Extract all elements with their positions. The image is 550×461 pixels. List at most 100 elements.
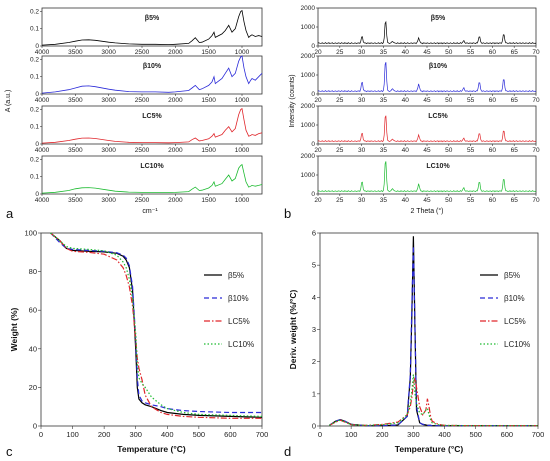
xrd-beta10pct-xtick-label: 70 xyxy=(532,97,540,104)
dtg-xtick-label: 400 xyxy=(438,430,451,439)
xrd-beta10pct-ytick-label: 1000 xyxy=(301,72,316,79)
dtg-ytick-label: 3 xyxy=(312,325,316,334)
dtg-legend-label-lc10pct: LC10% xyxy=(504,340,530,349)
xrd-lc10pct-xtick-label: 60 xyxy=(489,197,497,204)
xrd-beta5pct-xtick-label: 45 xyxy=(423,49,431,56)
ftir-beta10pct-xtick-label: 2500 xyxy=(135,97,150,104)
xrd-lc10pct-xtick-label: 20 xyxy=(314,197,322,204)
dtg-ytick-label: 5 xyxy=(312,261,316,270)
dtg-frame xyxy=(319,232,539,427)
tga-y-axis-title: Weight (%) xyxy=(9,307,19,351)
xrd-beta10pct-frame xyxy=(317,55,537,95)
ftir-beta5pct-ytick-label: 0.2 xyxy=(30,8,39,15)
xrd-lc5pct-label: LC5% xyxy=(428,113,448,120)
xrd-lc10pct-xtick-label: 35 xyxy=(380,197,388,204)
ftir-lc5pct-label: LC5% xyxy=(142,113,162,120)
xrd-lc5pct-xtick-label: 30 xyxy=(358,147,366,154)
ftir-lc5pct-ytick-label: 0 xyxy=(35,141,39,148)
tga-xtick-label: 400 xyxy=(161,430,174,439)
ftir-x-axis-title: cm⁻¹ xyxy=(142,208,158,215)
ftir-beta5pct-ytick-label: 0.1 xyxy=(30,26,39,33)
dtg-x-axis-title: Temperature (°C) xyxy=(395,444,464,454)
ftir-lc10pct-ytick-label: 0.1 xyxy=(30,174,39,181)
ftir-lc5pct-xtick-label: 4000 xyxy=(35,147,50,154)
ftir-beta5pct-xtick-label: 2000 xyxy=(168,49,183,56)
xrd-lc10pct-xtick-label: 45 xyxy=(423,197,431,204)
ftir-lc5pct-frame xyxy=(41,105,263,145)
dtg-ytick-label: 2 xyxy=(312,357,316,366)
tga-legend-label-lc10pct: LC10% xyxy=(228,340,254,349)
xrd-lc10pct-line xyxy=(317,161,537,193)
tga-ytick-label: 40 xyxy=(29,344,37,353)
ftir-lc10pct-ytick-label: 0.2 xyxy=(30,156,39,163)
ftir-beta5pct-line xyxy=(41,9,263,46)
ftir-beta10pct-xtick-label: 4000 xyxy=(35,97,50,104)
xrd-beta5pct-ytick-label: 1000 xyxy=(301,24,316,31)
ftir-lc5pct-ytick-label: 0.2 xyxy=(30,106,39,113)
tga-xtick-label: 500 xyxy=(193,430,206,439)
ftir-beta5pct-xtick-label: 1500 xyxy=(201,49,216,56)
ftir-beta5pct-xtick-label: 4000 xyxy=(35,49,50,56)
ftir-lc5pct-xtick-label: 3000 xyxy=(101,147,116,154)
xrd-lc5pct-xtick-label: 50 xyxy=(445,147,453,154)
tga-xtick-label: 100 xyxy=(66,430,79,439)
xrd-lc5pct-xtick-label: 65 xyxy=(511,147,519,154)
ftir-beta10pct-frame xyxy=(41,55,263,95)
tga-legend-label-lc5pct: LC5% xyxy=(228,317,250,326)
tga-ytick-label: 80 xyxy=(29,267,37,276)
xrd-lc10pct-ytick-label: 1000 xyxy=(301,172,316,179)
xrd-beta5pct-xtick-label: 70 xyxy=(532,49,540,56)
ftir-lc5pct-xtick-label: 1500 xyxy=(201,147,216,154)
ftir-lc10pct-xtick-label: 1500 xyxy=(201,197,216,204)
dtg-ytick-label: 1 xyxy=(312,389,316,398)
xrd-beta10pct-xtick-label: 45 xyxy=(423,97,431,104)
xrd-lc10pct-ytick-label: 2000 xyxy=(301,153,316,160)
ftir-lc10pct-xtick-label: 4000 xyxy=(35,197,50,204)
xrd-beta5pct-xtick-label: 40 xyxy=(402,49,410,56)
xrd-beta10pct-xtick-label: 25 xyxy=(336,97,344,104)
tga-xtick-label: 700 xyxy=(256,430,269,439)
ftir-lc10pct-xtick-label: 3500 xyxy=(68,197,83,204)
ftir-beta10pct-xtick-label: 3000 xyxy=(101,97,116,104)
xrd-lc5pct-ytick-label: 1000 xyxy=(301,122,316,129)
dtg-xtick-label: 300 xyxy=(407,430,420,439)
xrd-lc5pct-xtick-label: 60 xyxy=(489,147,497,154)
xrd-lc5pct-xtick-label: 35 xyxy=(380,147,388,154)
dtg-legend-label-beta10pct: β10% xyxy=(504,294,525,303)
dtg-xtick-label: 200 xyxy=(376,430,389,439)
xrd-lc5pct-xtick-label: 20 xyxy=(314,147,322,154)
ftir-beta5pct-xtick-label: 3500 xyxy=(68,49,83,56)
xrd-lc5pct-xtick-label: 55 xyxy=(467,147,475,154)
tga-xtick-label: 0 xyxy=(39,430,43,439)
dtg-xtick-label: 100 xyxy=(345,430,358,439)
tga-xtick-label: 600 xyxy=(224,430,237,439)
ftir-beta5pct-ytick-label: 0 xyxy=(35,43,39,50)
tga-ytick-label: 60 xyxy=(29,306,37,315)
ftir-beta5pct-label: β5% xyxy=(145,15,160,22)
panel-letter-a: a xyxy=(6,206,14,221)
xrd-lc10pct-xtick-label: 65 xyxy=(511,197,519,204)
xrd-beta10pct-ytick-label: 0 xyxy=(311,91,315,98)
ftir-lc10pct-xtick-label: 2000 xyxy=(168,197,183,204)
dtg-y-axis-title: Deriv. weight (%/°C) xyxy=(288,289,298,369)
xrd-lc5pct-xtick-label: 40 xyxy=(402,147,410,154)
xrd-x-axis-title: 2 Theta (°) xyxy=(410,207,443,215)
xrd-lc10pct-frame xyxy=(317,155,537,195)
ftir-lc5pct-ytick-label: 0.1 xyxy=(30,124,39,131)
xrd-beta5pct-xtick-label: 60 xyxy=(489,49,497,56)
tga-xtick-label: 300 xyxy=(129,430,142,439)
tga-line-beta5pct xyxy=(50,232,263,418)
xrd-beta10pct-xtick-label: 50 xyxy=(445,97,453,104)
xrd-beta10pct-xtick-label: 65 xyxy=(511,97,519,104)
ftir-lc10pct-xtick-label: 3000 xyxy=(101,197,116,204)
ftir-beta10pct-xtick-label: 3500 xyxy=(68,97,83,104)
dtg-ytick-label: 0 xyxy=(312,422,316,431)
panel-letter-c: c xyxy=(6,444,13,459)
xrd-beta5pct-ytick-label: 0 xyxy=(311,43,315,50)
ftir-lc10pct-line xyxy=(41,163,263,194)
xrd-lc5pct-ytick-label: 0 xyxy=(311,141,315,148)
ftir-lc10pct-xtick-label: 1000 xyxy=(235,197,250,204)
ftir-lc10pct-frame xyxy=(41,155,263,195)
tga-x-axis-title: Temperature (°C) xyxy=(117,444,186,454)
